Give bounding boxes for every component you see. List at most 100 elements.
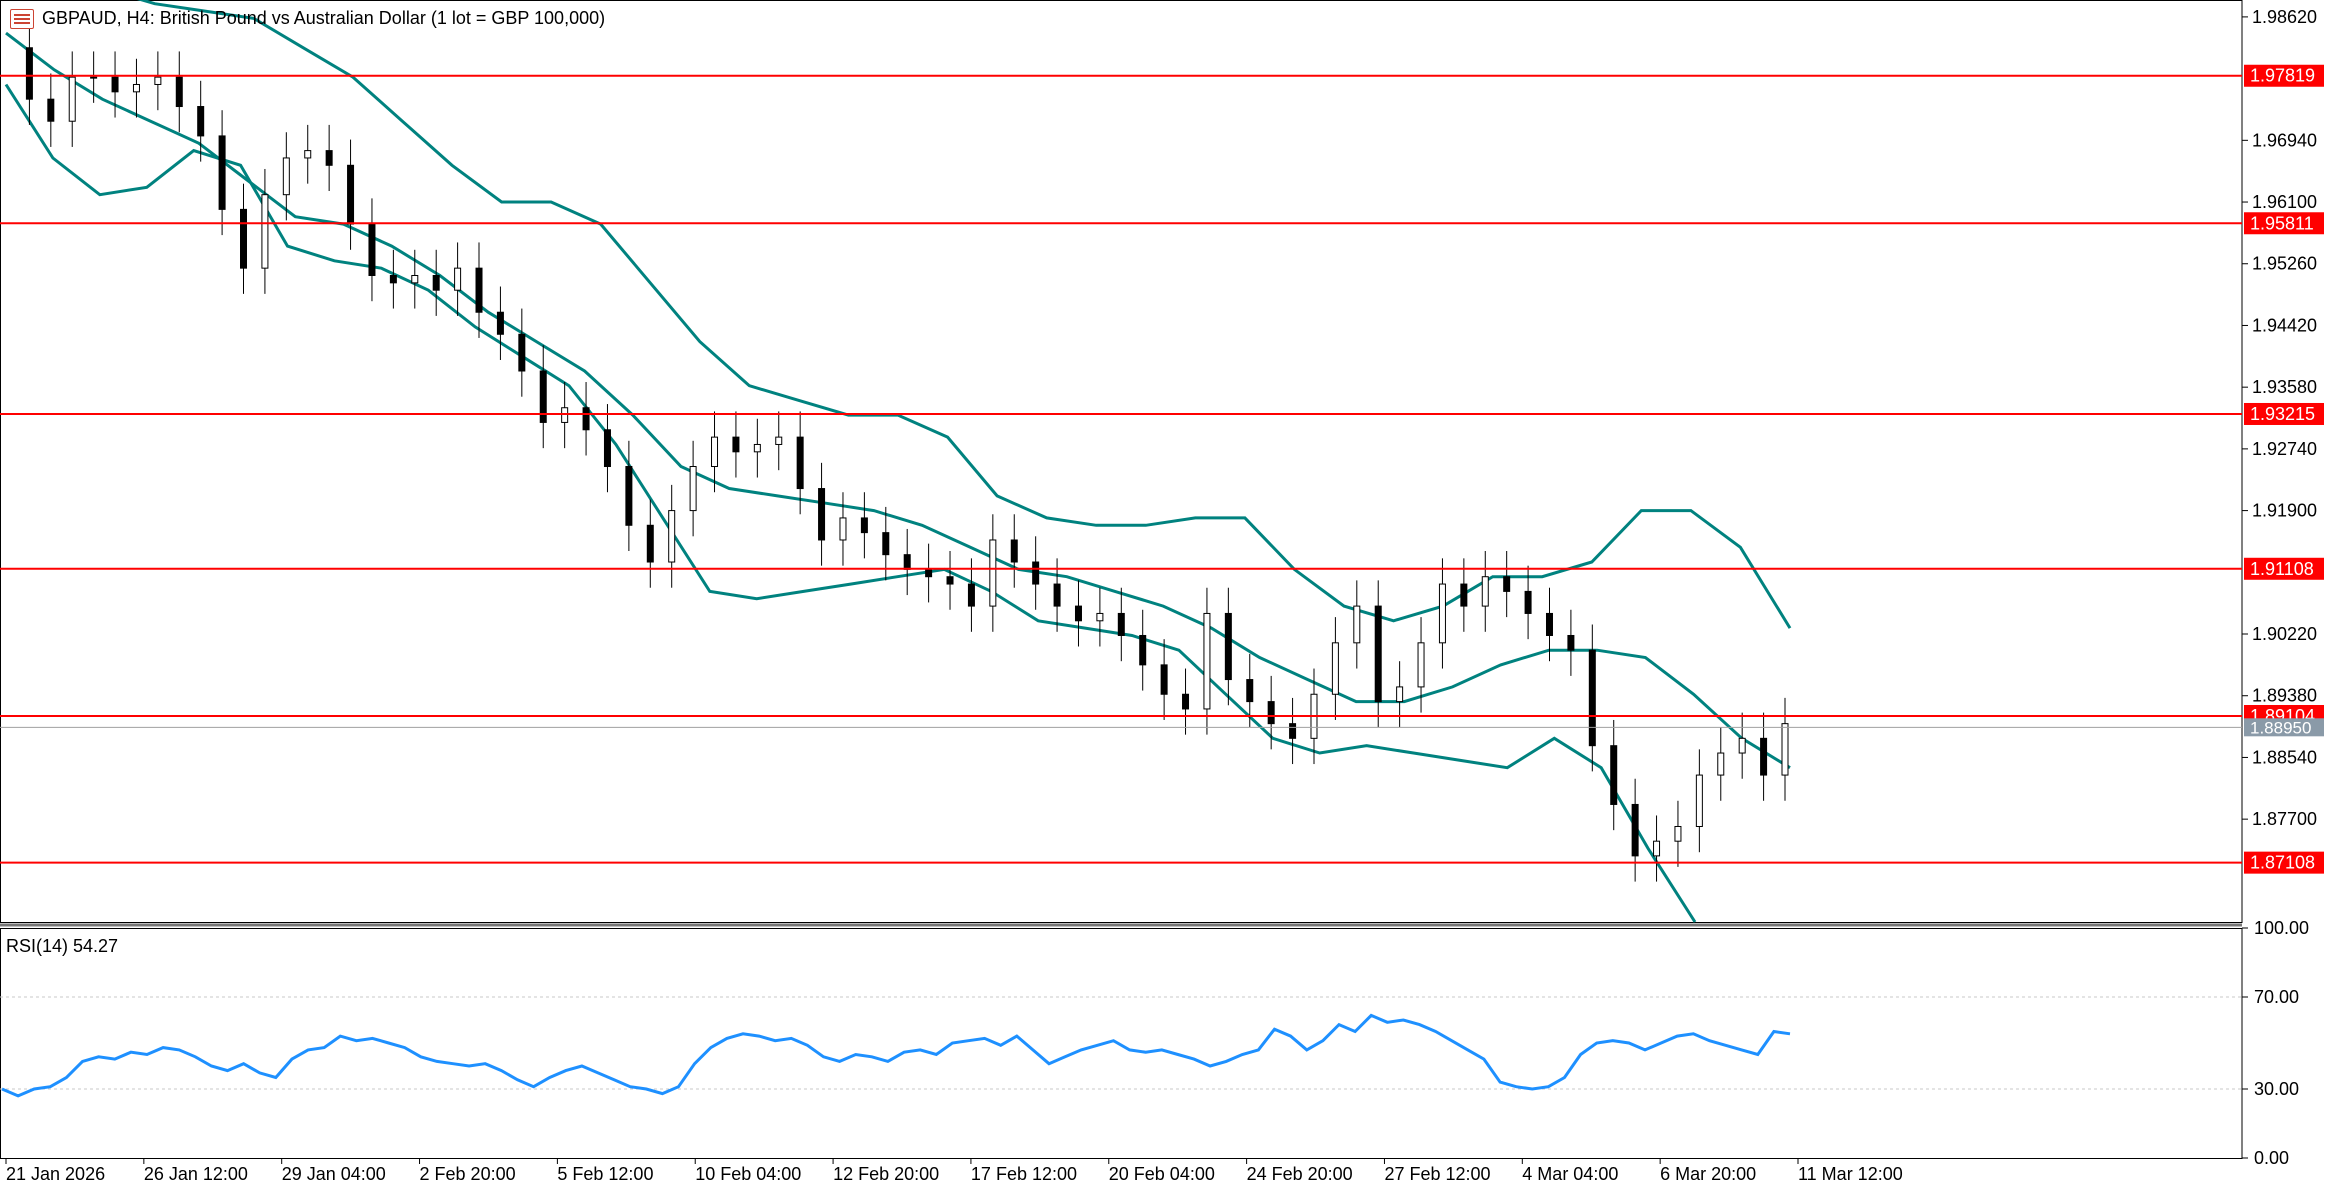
level-label-5: 1.87108	[2250, 853, 2315, 873]
price-axis-tick-4: 1.94420	[2252, 315, 2317, 335]
candle-body	[1117, 612, 1125, 636]
candle-body	[1524, 590, 1532, 614]
candle-body	[1224, 612, 1232, 681]
candle-body	[775, 436, 783, 445]
candle-body	[1781, 723, 1789, 776]
candle-body	[47, 98, 55, 122]
candle-body	[1074, 605, 1082, 622]
candle-body	[1545, 612, 1553, 636]
current-price-label: 1.88950	[2250, 718, 2311, 737]
candle-body	[240, 208, 248, 269]
candle-body	[1738, 737, 1746, 754]
level-tag-5	[2244, 851, 2324, 874]
candle-body	[689, 466, 697, 512]
candle-body	[539, 370, 547, 423]
candle-body	[411, 274, 419, 284]
candle-body	[518, 333, 526, 372]
candle-body	[1653, 840, 1661, 857]
chart-menu-icon[interactable]	[10, 8, 34, 29]
price-axis-tick-6: 1.92740	[2252, 439, 2317, 459]
bollinger-upper-band	[136, 0, 1792, 629]
candle-body	[347, 164, 355, 225]
candle-body	[1203, 612, 1211, 710]
price-axis-tick-2: 1.96100	[2252, 192, 2317, 212]
candle-body	[1246, 679, 1254, 703]
candle-body	[325, 150, 333, 166]
candle-body	[925, 568, 933, 578]
level-label-1: 1.95811	[2250, 213, 2314, 233]
candle-body	[154, 76, 162, 85]
candle-body	[796, 436, 804, 490]
time-axis-tick-10: 27 Feb 12:00	[1384, 1164, 1490, 1184]
price-axis-tick-8: 1.90220	[2252, 624, 2317, 644]
candle-body	[860, 517, 868, 534]
bollinger-lower-band	[4, 83, 1697, 923]
time-axis-tick-4: 5 Feb 12:00	[557, 1164, 653, 1184]
candle-body	[1331, 642, 1339, 695]
candle-body	[1674, 825, 1682, 842]
candle-body	[1139, 634, 1147, 666]
candle-body	[1010, 539, 1018, 563]
time-axis-tick-1: 26 Jan 12:00	[144, 1164, 248, 1184]
candle-body	[753, 443, 761, 453]
price-axis-tick-3: 1.95260	[2252, 254, 2317, 274]
candle-body	[454, 267, 462, 291]
candle-body	[132, 83, 140, 93]
candle-body	[1481, 576, 1489, 607]
candle-body	[1396, 686, 1404, 703]
candle-body	[603, 429, 611, 468]
candle-body	[68, 76, 76, 122]
price-axis-tick-7: 1.91900	[2252, 501, 2317, 521]
candle-body	[1353, 605, 1361, 644]
candle-body	[1438, 583, 1446, 644]
level-label-3: 1.91108	[2250, 559, 2314, 579]
level-label-0: 1.97819	[2250, 66, 2315, 86]
candle-body	[989, 539, 997, 607]
candle-body	[1417, 642, 1425, 688]
candle-body	[1289, 723, 1297, 739]
level-tag-1	[2244, 212, 2324, 235]
bollinger-middle-band	[5, 31, 1791, 769]
candle-body	[732, 436, 740, 453]
time-axis-tick-8: 20 Feb 04:00	[1109, 1164, 1215, 1184]
rsi-axis-tick-3: 0.00	[2254, 1148, 2289, 1168]
candle-body	[903, 554, 911, 570]
current-price-tag	[2244, 718, 2324, 737]
candle-body	[111, 76, 119, 93]
rsi-panel-frame	[0, 928, 2243, 1159]
candle-body	[882, 532, 890, 556]
level-tag-3	[2244, 557, 2324, 580]
candle-body	[625, 466, 633, 526]
time-axis-tick-5: 10 Feb 04:00	[695, 1164, 801, 1184]
candle-body	[967, 583, 975, 607]
time-axis-tick-6: 12 Feb 20:00	[833, 1164, 939, 1184]
candle-body	[197, 106, 205, 137]
candle-body	[282, 157, 290, 196]
rsi-label: RSI(14) 54.27	[6, 936, 119, 956]
candle-body	[368, 223, 376, 276]
candle-body	[1631, 803, 1639, 857]
candle-body	[1160, 664, 1168, 695]
price-axis-tick-0: 1.98620	[2252, 7, 2317, 27]
candle-body	[839, 517, 847, 541]
price-axis-tick-5: 1.93580	[2252, 377, 2317, 397]
candle-body	[646, 524, 654, 563]
price-axis-tick-11: 1.87700	[2252, 809, 2317, 829]
candle-body	[946, 576, 954, 585]
time-axis-tick-3: 2 Feb 20:00	[420, 1164, 516, 1184]
time-axis-tick-13: 11 Mar 12:00	[1798, 1164, 1903, 1184]
candle-body	[561, 407, 569, 423]
candle-body	[818, 488, 826, 541]
price-axis-tick-10: 1.88540	[2252, 747, 2317, 767]
candle-body	[1053, 583, 1061, 607]
candle-body	[475, 267, 483, 313]
level-tag-0	[2244, 64, 2324, 87]
time-axis-tick-9: 24 Feb 20:00	[1247, 1164, 1353, 1184]
candle-body	[25, 47, 33, 100]
candle-body	[1460, 583, 1468, 607]
time-axis-tick-0: 21 Jan 2026	[6, 1164, 105, 1184]
candle-body	[1760, 737, 1768, 776]
time-axis-tick-7: 17 Feb 12:00	[971, 1164, 1077, 1184]
rsi-axis-tick-1: 70.00	[2254, 987, 2299, 1007]
